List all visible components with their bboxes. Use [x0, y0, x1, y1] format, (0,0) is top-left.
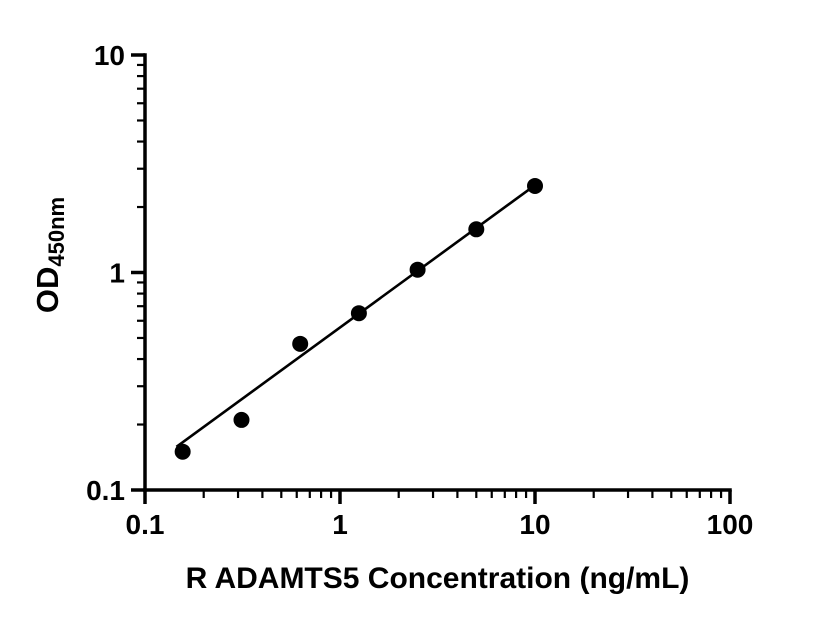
- data-point: [233, 411, 250, 428]
- y-tick-label: 1: [109, 258, 125, 289]
- data-point: [292, 335, 309, 352]
- data-point: [174, 443, 191, 460]
- x-tick-label: 1: [332, 509, 348, 540]
- y-tick-label: 0.1: [86, 475, 125, 506]
- x-tick-label: 100: [707, 509, 754, 540]
- data-point: [468, 221, 485, 238]
- data-point: [350, 305, 367, 322]
- y-tick-label: 10: [94, 40, 125, 71]
- x-tick-label: 0.1: [126, 509, 165, 540]
- data-point: [409, 261, 426, 278]
- data-point: [527, 177, 543, 194]
- x-tick-label: 10: [519, 509, 550, 540]
- y-axis-title: OD450nm: [30, 197, 69, 313]
- y-axis-title-main: OD: [30, 267, 65, 314]
- y-axis-title-subscript: 450nm: [44, 197, 69, 267]
- x-axis-title: R ADAMTS5 Concentration (ng/mL): [185, 562, 690, 595]
